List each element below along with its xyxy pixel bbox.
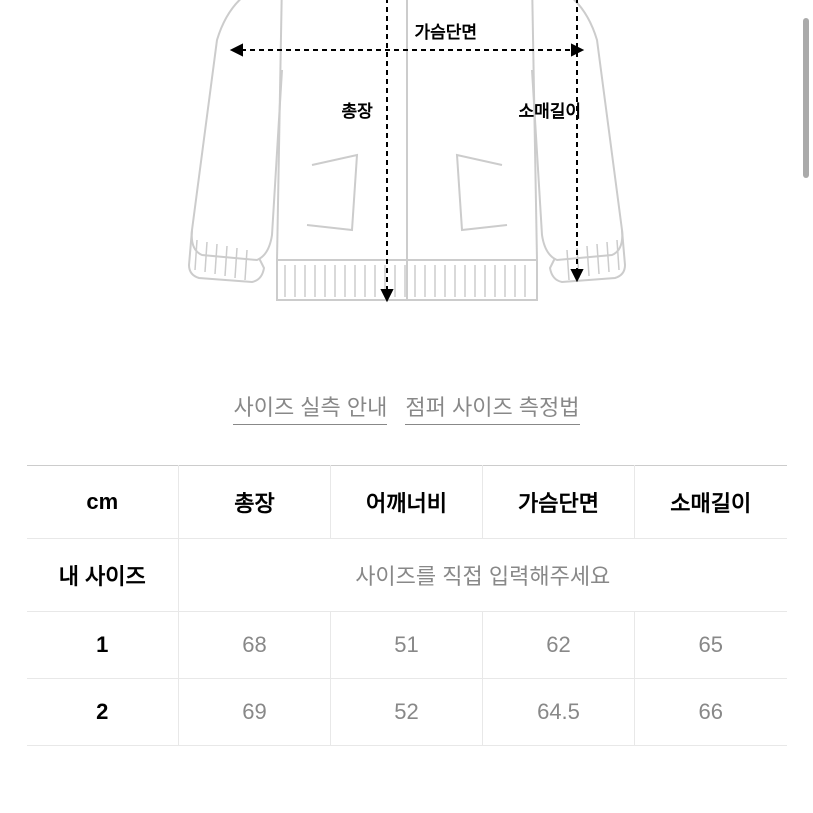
size-label: 1: [27, 612, 179, 679]
size-value: 62: [483, 612, 635, 679]
column-header: 가슴단면: [483, 466, 635, 539]
size-value: 64.5: [483, 679, 635, 746]
size-table: cm 총장 어깨너비 가슴단면 소매길이 내 사이즈 사이즈를 직접 입력해주세…: [27, 465, 787, 746]
size-value: 52: [331, 679, 483, 746]
size-value: 66: [635, 679, 787, 746]
table-row: 1 68 51 62 65: [27, 612, 787, 679]
my-size-row: 내 사이즈 사이즈를 직접 입력해주세요: [27, 539, 787, 612]
scrollbar[interactable]: [803, 18, 809, 178]
jacket-diagram: 가슴단면 총장 소매길이: [127, 0, 687, 340]
column-header: 총장: [179, 466, 331, 539]
size-value: 65: [635, 612, 787, 679]
diagram-label-length: 총장: [342, 97, 373, 122]
diagram-label-sleeve: 소매길이: [519, 97, 582, 122]
table-header-row: cm 총장 어깨너비 가슴단면 소매길이: [27, 466, 787, 539]
table-row: 2 69 52 64.5 66: [27, 679, 787, 746]
column-header: 소매길이: [635, 466, 787, 539]
size-guide-link[interactable]: 사이즈 실측 안내: [233, 390, 387, 425]
my-size-label: 내 사이즈: [27, 539, 179, 612]
help-links: 사이즈 실측 안내 점퍼 사이즈 측정법: [0, 390, 813, 425]
size-value: 69: [179, 679, 331, 746]
diagram-label-chest: 가슴단면: [415, 18, 478, 43]
size-value: 51: [331, 612, 483, 679]
diagram-container: 가슴단면 총장 소매길이: [0, 0, 813, 340]
measure-guide-link[interactable]: 점퍼 사이즈 측정법: [405, 390, 579, 425]
unit-header: cm: [27, 466, 179, 539]
column-header: 어깨너비: [331, 466, 483, 539]
my-size-input[interactable]: 사이즈를 직접 입력해주세요: [179, 539, 787, 612]
size-label: 2: [27, 679, 179, 746]
size-value: 68: [179, 612, 331, 679]
